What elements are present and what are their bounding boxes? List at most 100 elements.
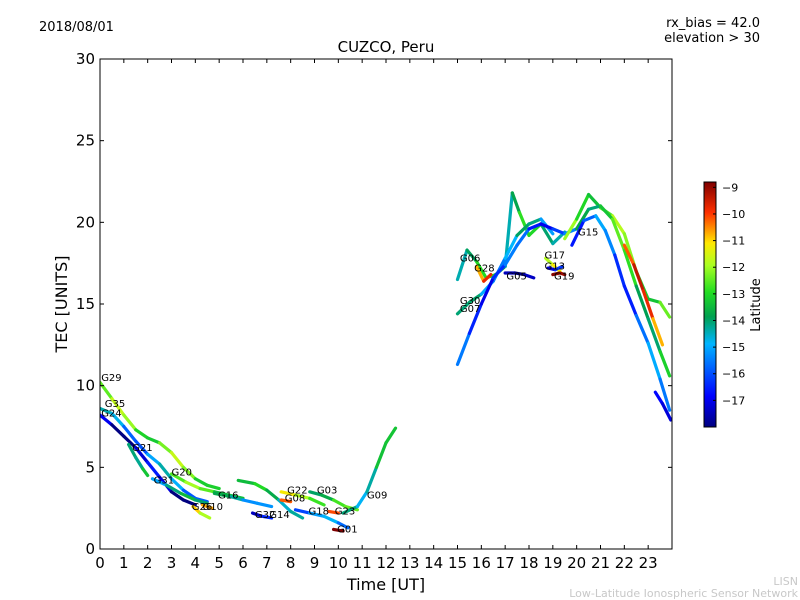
- series-g06-segment: [510, 191, 522, 215]
- series-g15c-segment: [594, 214, 607, 233]
- series-g29-segment: [122, 413, 138, 432]
- series-g15c-segment: [658, 377, 672, 412]
- series-g24-segment: [146, 460, 162, 479]
- x-tick-label: 20: [567, 554, 586, 572]
- colorbar-tick-label: −11: [722, 235, 745, 248]
- series-g15d-segment: [632, 263, 646, 293]
- x-tick-label: 5: [214, 554, 224, 572]
- series-label-g14: G14: [269, 510, 289, 521]
- series-label-g28: G28: [474, 263, 494, 274]
- series-g15b-segment: [658, 349, 672, 378]
- series-g05-segment: [522, 273, 536, 280]
- series-g28-segment: [482, 273, 493, 283]
- date-label: 2018/08/01: [39, 20, 114, 35]
- series-g23-segment: [327, 509, 340, 515]
- series-label-g19: G19: [554, 272, 574, 283]
- series-g19-segment: [558, 271, 567, 277]
- series-label-g16: G16: [218, 490, 238, 501]
- plot-area: [100, 59, 672, 549]
- series-g15-segment: [610, 214, 626, 236]
- colorbar-tick-label: −10: [722, 208, 745, 221]
- series-g15c-segment: [582, 214, 598, 223]
- series-g15b-segment: [586, 204, 603, 211]
- x-tick-label: 18: [519, 554, 538, 572]
- series-g31-segment: [193, 498, 209, 505]
- series-g15b-segment: [634, 284, 650, 321]
- x-tick-label: 23: [639, 554, 658, 572]
- colorbar: [703, 181, 717, 428]
- series-label-g35: G35: [105, 399, 125, 410]
- series-label-g08: G08: [285, 494, 305, 505]
- x-tick-label: 14: [424, 554, 443, 572]
- y-axis-label: TEC [UNITS]: [52, 256, 71, 354]
- series-g29-segment: [169, 451, 186, 469]
- x-tick-label: 4: [191, 554, 201, 572]
- series-g24-segment: [181, 498, 197, 507]
- series-g08-segment: [279, 498, 293, 504]
- rx-bias-label: rx_bias = 42.0: [666, 16, 760, 31]
- series-g21-segment: [141, 467, 150, 478]
- colorbar-tick-label: −16: [722, 368, 745, 381]
- series-g15b-segment: [610, 217, 626, 252]
- x-tick-label: 9: [310, 554, 320, 572]
- series-g18-segment: [322, 514, 340, 525]
- series-g14-segment: [265, 488, 281, 502]
- series-label-g32: G32: [255, 510, 275, 521]
- series-label-g09: G09: [367, 490, 387, 501]
- series-g14-segment: [236, 478, 257, 486]
- series-g35-segment: [134, 439, 150, 456]
- colorbar-tick-label: −9: [722, 181, 738, 194]
- series-g15d-segment: [641, 289, 655, 321]
- y-tick-label: 15: [76, 295, 95, 313]
- series-g07-segment: [479, 276, 495, 306]
- x-tick-label: 12: [376, 554, 395, 572]
- series-g15b-segment: [575, 207, 591, 231]
- series-layer: [100, 191, 672, 533]
- series-label-g07: G07: [460, 304, 480, 315]
- series-g14-segment: [277, 498, 293, 514]
- series-label-g21: G21: [132, 443, 152, 454]
- series-label-g15: G15: [578, 227, 598, 238]
- series-g06-segment: [539, 222, 555, 246]
- series-g07-segment: [503, 243, 519, 267]
- y-tick-label: 0: [85, 540, 95, 558]
- series-label-g05: G05: [506, 272, 526, 283]
- series-label-g10: G10: [202, 502, 222, 513]
- y-tick-label: 25: [76, 132, 95, 150]
- x-tick-label: 17: [496, 554, 515, 572]
- series-g16-segment: [241, 498, 259, 505]
- series-g22-segment: [279, 490, 298, 497]
- x-tick-label: 22: [615, 554, 634, 572]
- series-g15c-segment: [603, 228, 617, 257]
- series-label-g18: G18: [309, 507, 329, 518]
- series-g05-segment: [513, 271, 526, 277]
- series-g07-segment: [551, 227, 567, 236]
- series-g15c-segment: [646, 341, 662, 381]
- series-label-g31: G31: [154, 476, 174, 487]
- series-label-g01: G01: [337, 525, 357, 536]
- series-g29-segment: [110, 397, 126, 417]
- colorbar-tick-label: −17: [722, 394, 745, 407]
- x-tick-label: 6: [238, 554, 248, 572]
- colorbar-label: Latitude: [749, 278, 764, 332]
- series-g35-segment: [146, 452, 162, 466]
- colorbar-ticks: −9 −10 −11 −12 −13 −14 −15 −16 −17: [713, 181, 745, 407]
- series-g09-segment: [384, 426, 398, 445]
- series-label-g13: G13: [544, 262, 564, 273]
- series-g28-segment: [474, 264, 486, 283]
- series-g35-segment: [169, 477, 186, 492]
- series-g31-segment: [150, 477, 169, 487]
- series-g29-segment: [205, 483, 221, 491]
- x-tick-label: 15: [448, 554, 467, 572]
- series-g21-segment: [134, 455, 145, 471]
- x-axis-label: Time [UT]: [346, 575, 425, 594]
- y-tick-label: 5: [85, 458, 95, 476]
- x-tick-label: 8: [286, 554, 296, 572]
- watermark-lisn: LISN: [773, 575, 798, 588]
- series-g15-segment: [563, 217, 579, 241]
- series-g31-segment: [179, 491, 197, 502]
- series-g15d-segment: [622, 243, 636, 267]
- series-g24-segment: [110, 423, 126, 438]
- series-g29-segment: [100, 380, 114, 401]
- series-g15c-segment: [622, 284, 638, 318]
